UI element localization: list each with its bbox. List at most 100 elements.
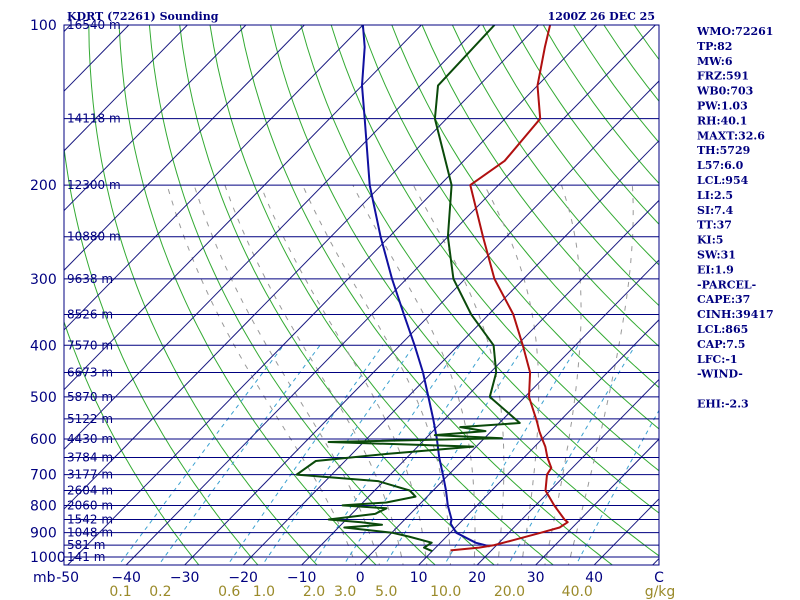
index-line: LFC:-1 [697, 353, 738, 366]
chart-grid [0, 25, 800, 568]
index-line: CINH:39417 [697, 308, 774, 321]
height-label: 14118 m [67, 112, 121, 126]
mixing-ratio-line [261, 345, 415, 565]
mixing-ratio-label: 1.0 [253, 584, 275, 600]
isotherm [242, 139, 659, 565]
height-label: 7570 m [67, 338, 113, 352]
dry-adiabat [88, 25, 318, 565]
temperature-tick-label: −20 [228, 570, 258, 586]
index-line: EHI:-2.3 [697, 398, 749, 411]
pressure-unit-label: mb [33, 570, 56, 586]
mixing-ratio-label: 20.0 [494, 584, 525, 600]
temperature-tick-label: 30 [527, 570, 545, 586]
height-label: 3177 m [67, 468, 113, 482]
pressure-tick-label: 1000 [30, 550, 66, 566]
isotherm [64, 25, 305, 271]
temperature-tick-label: −40 [111, 570, 141, 586]
pressure-tick-label: 900 [30, 526, 57, 542]
pressure-tick-label: 800 [30, 498, 57, 514]
height-label: 6673 m [67, 366, 113, 380]
isotherm [183, 80, 659, 565]
mixing-ratio-unit-label: g/kg [645, 584, 676, 600]
height-label: 2604 m [67, 484, 113, 498]
temperature-tick-label: −10 [287, 570, 317, 586]
index-line: RH:40.1 [697, 114, 747, 127]
index-line: EI:1.9 [697, 263, 734, 276]
mixing-ratio-label: 5.0 [375, 584, 397, 600]
mixing-ratio-label: 0.1 [109, 584, 131, 600]
isotherm [64, 25, 422, 391]
isotherm [534, 438, 659, 565]
height-label: 141 m [67, 550, 105, 564]
dry-adiabat [421, 25, 659, 348]
dry-adiabat [64, 144, 259, 565]
index-line: WMO:72261 [696, 25, 773, 38]
index-line: -WIND- [697, 368, 743, 381]
index-line: MAXT:32.6 [697, 129, 765, 142]
height-label: 8526 m [67, 307, 113, 321]
height-label: 581 m [67, 538, 105, 552]
moist-adiabat [544, 184, 582, 565]
mixing-ratio-label: 3.0 [334, 584, 356, 600]
height-label: 5122 m [67, 412, 113, 426]
pressure-tick-label: 200 [30, 178, 57, 194]
mixing-ratio-line [507, 345, 636, 565]
temperature-tick-label: -50 [56, 570, 79, 586]
mixing-ratio-label: 0.6 [218, 584, 240, 600]
height-label: 4430 m [67, 432, 113, 446]
temperature-tick-label: 0 [356, 570, 365, 586]
mixing-ratio-line [227, 345, 384, 565]
dry-adiabat [148, 25, 436, 565]
dry-adiabat [542, 25, 659, 185]
moist-adiabat [224, 184, 404, 565]
isotherm [359, 259, 659, 565]
stability-indices: WMO:72261 TP:82 MW:6 FRZ:591 WB0:703 PW:1.03R… [696, 25, 774, 411]
temperature-trace [450, 25, 569, 552]
moist-adiabat [567, 185, 634, 565]
isotherm [593, 498, 659, 565]
index-line: -PARCEL- [697, 278, 756, 291]
isotherm [64, 25, 188, 152]
index-line: TH:5729 [697, 144, 750, 157]
index-line: WB0:703 [696, 85, 753, 98]
mixing-ratio-label: 40.0 [562, 584, 593, 600]
isotherm [64, 25, 247, 212]
height-label: 1542 m [67, 512, 113, 526]
dry-adiabat [451, 25, 659, 307]
height-label: 5870 m [67, 390, 113, 404]
dry-adiabat [209, 25, 555, 565]
index-line: SW:31 [697, 249, 736, 262]
dry-adiabat [482, 25, 659, 266]
plot-frame [63, 24, 660, 566]
mixing-ratio-line [311, 345, 461, 565]
isotherm [476, 378, 659, 565]
pressure-tick-label: 400 [30, 338, 57, 354]
height-label: 1048 m [67, 526, 113, 540]
mixing-ratio-line [575, 409, 659, 565]
isotherm [300, 199, 659, 565]
index-line: LCL:865 [697, 323, 748, 336]
temperature-tick-label: 20 [468, 570, 486, 586]
moist-adiabat [193, 184, 381, 565]
pressure-tick-label: 300 [30, 272, 57, 288]
moist-adiabat [352, 184, 476, 565]
index-line: KI:5 [697, 234, 723, 247]
dry-adiabat [755, 25, 800, 568]
height-label: 10880 m [67, 230, 121, 244]
index-line: SI:7.4 [697, 204, 734, 217]
index-line: L57:6.0 [697, 159, 744, 172]
mixing-ratio-label: 2.0 [303, 584, 325, 600]
moist-adiabat [260, 184, 428, 565]
dry-adiabat [300, 25, 659, 514]
pressure-tick-label: 100 [30, 18, 57, 34]
dry-adiabat [512, 25, 659, 225]
dry-adiabat [391, 25, 659, 389]
isotherm [125, 25, 656, 565]
mixing-ratio-line [443, 345, 579, 565]
index-line: TP:82 [697, 40, 732, 53]
moist-adiabat [166, 184, 357, 565]
index-line: CAPE:37 [697, 293, 750, 306]
dry-adiabat [786, 25, 800, 568]
index-line: LCL:954 [697, 174, 749, 187]
isotherm [0, 25, 12, 568]
